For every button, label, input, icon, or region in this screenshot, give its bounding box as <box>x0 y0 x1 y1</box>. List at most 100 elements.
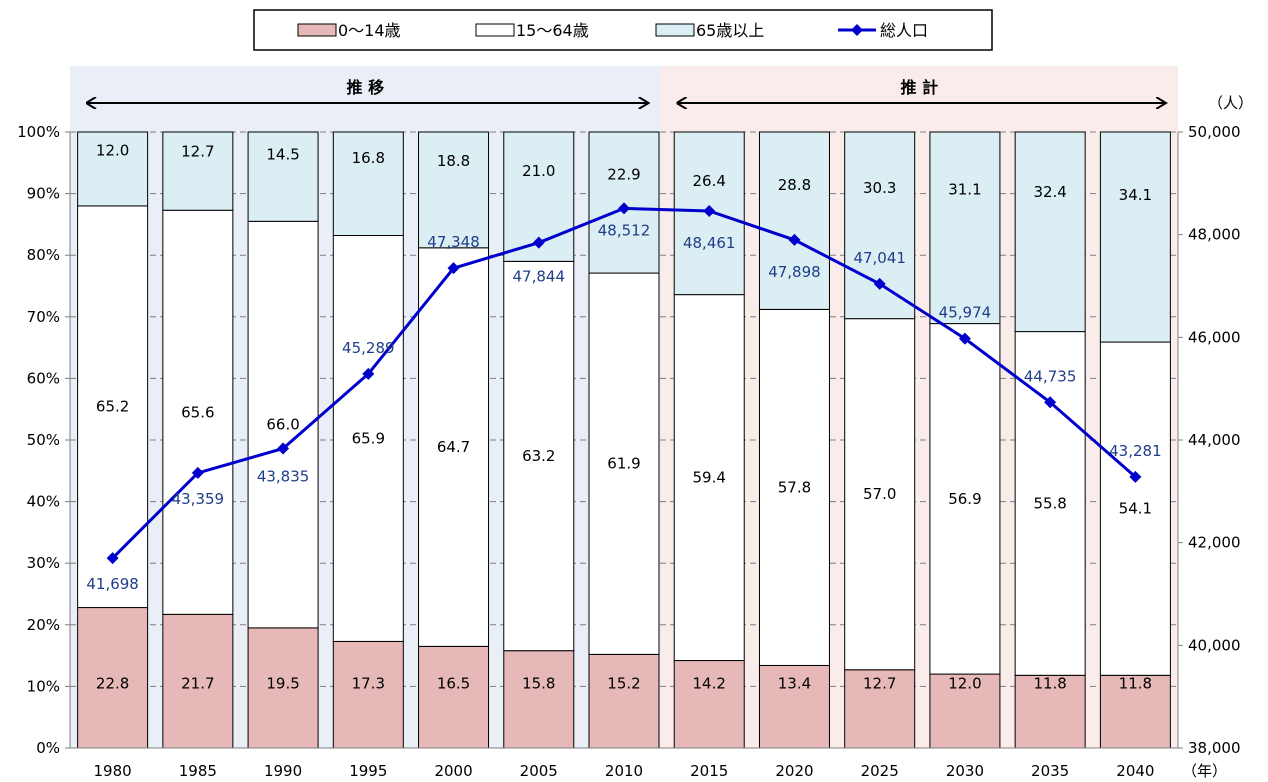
segment-label-0-2025: 12.7 <box>863 674 896 692</box>
population-label-2030: 45,974 <box>939 304 992 322</box>
bar-segment-1-1990 <box>247 220 319 629</box>
period-label-0: 推 移 <box>347 78 385 97</box>
bar-segment-1-1995 <box>332 234 404 642</box>
x-tick-label-2000: 2000 <box>434 762 472 780</box>
segment-label-2-2020: 28.8 <box>778 176 811 194</box>
bar-segment-1-2025 <box>844 318 916 671</box>
segment-label-2-1985: 12.7 <box>181 143 214 161</box>
bars <box>77 131 1171 749</box>
population-marker-2025 <box>873 277 886 290</box>
y-right-tick-label: 48,000 <box>1188 226 1241 244</box>
bar-segment-2-1995 <box>332 131 404 236</box>
segment-label-0-2015: 14.2 <box>693 674 726 692</box>
segment-label-2-1995: 16.8 <box>352 149 385 167</box>
bar-segment-1-2020 <box>758 308 830 666</box>
y-right-tick-label: 40,000 <box>1188 636 1241 654</box>
bar-segment-0-2005 <box>503 650 575 749</box>
segment-label-0-2030: 12.0 <box>948 674 981 692</box>
legend-label-3: 総人口 <box>880 21 928 40</box>
y-left-tick-label: 100% <box>17 123 60 141</box>
bar-segment-2-1980 <box>77 131 149 207</box>
x-tick-label-1995: 1995 <box>349 762 387 780</box>
population-label-2025: 47,041 <box>853 249 906 267</box>
bar-segment-1-2005 <box>503 260 575 652</box>
population-marker-2005 <box>532 236 545 249</box>
population-marker-2035 <box>1044 396 1057 409</box>
bar-segment-2-2030 <box>929 131 1001 325</box>
segment-label-0-2000: 16.5 <box>437 674 470 692</box>
y-right-tick-label: 44,000 <box>1188 431 1241 449</box>
x-tick-label-1985: 1985 <box>179 762 217 780</box>
segment-label-1-1985: 65.6 <box>181 403 214 421</box>
bar-segment-0-2015 <box>673 660 745 749</box>
bar-segment-0-1985 <box>162 613 234 749</box>
segment-label-2-2000: 18.8 <box>437 152 470 170</box>
legend-marker-3 <box>851 24 863 36</box>
y-right-tick-label: 38,000 <box>1188 739 1241 757</box>
segment-label-0-2035: 11.8 <box>1033 674 1066 692</box>
segment-label-1-2020: 57.8 <box>778 478 811 496</box>
population-label-2010: 48,512 <box>598 221 651 239</box>
bar-segment-0-1995 <box>332 640 404 749</box>
segment-label-2-2010: 22.9 <box>607 165 640 183</box>
segment-label-1-1990: 66.0 <box>266 416 299 434</box>
bar-segment-1-2030 <box>929 323 1001 675</box>
x-tick-label-2025: 2025 <box>861 762 899 780</box>
segment-label-1-2000: 64.7 <box>437 438 470 456</box>
y-left-tick-label: 80% <box>27 246 60 264</box>
segment-label-0-1980: 22.8 <box>96 674 129 692</box>
population-label-1990: 43,835 <box>257 467 310 485</box>
segment-label-0-1990: 19.5 <box>266 674 299 692</box>
population-label-2035: 44,735 <box>1024 367 1077 385</box>
bar-segment-2-2035 <box>1014 131 1086 333</box>
segment-label-0-2010: 15.2 <box>607 674 640 692</box>
y-right-tick-label: 42,000 <box>1188 534 1241 552</box>
y-left-tick-label: 0% <box>36 739 60 757</box>
segment-label-2-2015: 26.4 <box>693 172 726 190</box>
y-right-unit: （人） <box>1208 94 1253 112</box>
bar-segment-2-2000 <box>418 131 490 249</box>
bar-segment-2-2025 <box>844 131 916 320</box>
legend-label-1: 15～64歳 <box>516 21 589 40</box>
bar-segment-1-2015 <box>673 294 745 662</box>
segment-label-0-2040: 11.8 <box>1119 674 1152 692</box>
y-left-tick-label: 90% <box>27 185 60 203</box>
y-left-tick-label: 40% <box>27 493 60 511</box>
population-marker-2040 <box>1129 470 1142 483</box>
population-marker-2020 <box>788 233 801 246</box>
bar-segment-2-2020 <box>758 131 830 310</box>
segment-label-2-1990: 14.5 <box>266 145 299 163</box>
segment-label-2-2025: 30.3 <box>863 179 896 197</box>
bar-segment-2-1990 <box>247 131 319 222</box>
data-labels: 22.8 65.2 12.0 21.7 65.6 12.7 19.5 66.0 14.5 17.3… <box>86 141 1161 692</box>
y-left-tick-label: 60% <box>27 369 60 387</box>
x-tick-label-2015: 2015 <box>690 762 728 780</box>
segment-label-0-1985: 21.7 <box>181 674 214 692</box>
legend-label-2: 65歳以上 <box>696 21 764 40</box>
segment-label-1-2030: 56.9 <box>948 490 981 508</box>
x-tick-label-1980: 1980 <box>94 762 132 780</box>
segment-label-1-1980: 65.2 <box>96 398 129 416</box>
bar-segment-1-1985 <box>162 209 234 615</box>
segment-label-2-1980: 12.0 <box>96 141 129 159</box>
x-tick-label-2035: 2035 <box>1031 762 1069 780</box>
bar-segment-2-2040 <box>1099 131 1171 343</box>
population-label-2015: 48,461 <box>683 234 736 252</box>
population-line <box>106 202 1142 565</box>
y-left-tick-label: 70% <box>27 308 60 326</box>
segment-label-0-2005: 15.8 <box>522 674 555 692</box>
x-unit: （年） <box>1182 762 1227 780</box>
segment-label-1-2035: 55.8 <box>1033 494 1066 512</box>
y-left-tick-label: 30% <box>27 554 60 572</box>
y-left-tick-label: 10% <box>27 677 60 695</box>
population-label-2040: 43,281 <box>1109 442 1162 460</box>
legend-swatch-0 <box>297 23 337 37</box>
bar-segment-1-2000 <box>418 247 490 647</box>
population-marker-1990 <box>277 442 290 455</box>
segment-label-1-2010: 61.9 <box>607 455 640 473</box>
segment-label-2-2030: 31.1 <box>948 180 981 198</box>
bar-segment-1-2010 <box>588 272 660 655</box>
axes: 0% 10% 20% 30% 40% 50% 60% 70% 80% 90% 100% 38,000 4… <box>17 94 1253 780</box>
population-marker-2000 <box>447 262 460 275</box>
